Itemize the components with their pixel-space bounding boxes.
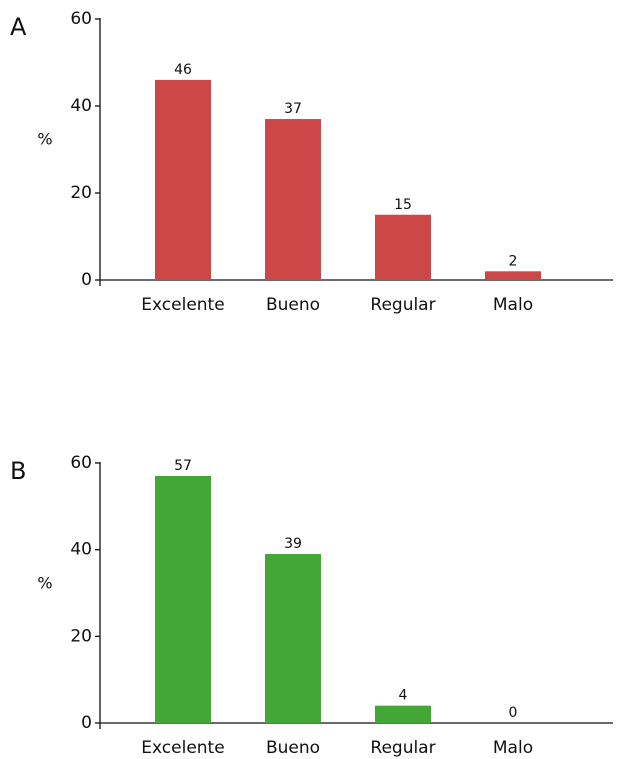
panel-label: B [10,457,26,485]
x-tick-label: Regular [370,738,435,758]
bar [155,476,211,723]
y-tick-label: 40 [70,96,92,116]
y-tick-label: 60 [70,453,92,473]
y-tick-label: 40 [70,540,92,560]
y-axis-label: % [37,130,52,149]
x-tick-label: Excelente [141,738,224,758]
data-label: 39 [284,536,302,552]
x-tick-label: Excelente [141,295,224,315]
y-tick-label: 20 [70,626,92,646]
bar [375,705,431,723]
y-axis-label: % [37,574,52,593]
y-tick-label: 20 [70,183,92,203]
data-label: 46 [174,62,192,78]
y-tick-label: 60 [70,9,92,29]
x-tick-label: Bueno [266,295,320,315]
data-label: 2 [509,253,518,269]
y-tick-label: 0 [81,270,92,290]
data-label: 0 [509,705,518,721]
bar [485,271,541,280]
data-label: 37 [284,101,302,117]
y-tick-label: 0 [81,713,92,733]
data-label: 4 [399,688,408,704]
x-tick-label: Malo [493,295,533,315]
data-label: 15 [394,197,412,213]
bar [265,119,321,280]
x-tick-label: Bueno [266,738,320,758]
bar [375,214,431,280]
bar [265,554,321,723]
data-label: 57 [174,458,192,474]
x-tick-label: Malo [493,738,533,758]
panel-label: A [10,13,27,41]
x-tick-label: Regular [370,295,435,315]
bar [155,79,211,281]
